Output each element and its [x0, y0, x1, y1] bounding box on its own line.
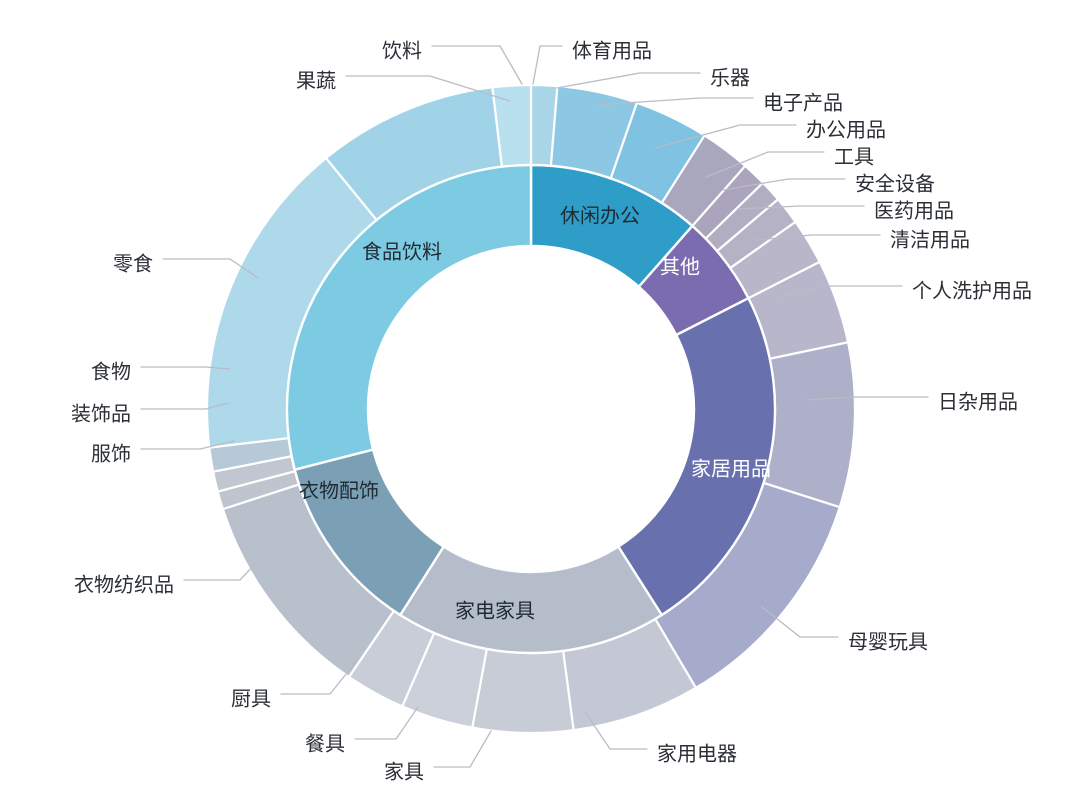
segment-label: 装饰品	[71, 402, 131, 425]
leader-line	[162, 258, 259, 279]
segment-label: 家用电器	[657, 742, 737, 765]
leader-line	[584, 711, 648, 750]
sunburst-segment[interactable]	[471, 647, 575, 735]
leader-line	[140, 440, 235, 450]
segment-label: 医药用品	[874, 199, 954, 222]
leader-line	[595, 97, 754, 106]
segment-label: 家具	[384, 760, 424, 783]
leader-line	[805, 396, 929, 401]
leader-line	[140, 402, 229, 410]
leader-line	[532, 45, 563, 85]
segment-label: 厨具	[231, 688, 271, 710]
leader-line	[654, 124, 797, 149]
segment-label: 工具	[834, 146, 874, 168]
leader-line	[705, 151, 825, 178]
segment-label: 个人洗护用品	[912, 279, 1032, 302]
leader-line	[778, 285, 903, 298]
segment-label: 衣物纺织品	[74, 573, 174, 596]
leader-line	[354, 706, 419, 740]
inner-segment-label: 家居用品	[691, 457, 771, 480]
segment-label: 办公用品	[806, 118, 886, 141]
sunburst-segment[interactable]	[285, 163, 533, 472]
segment-label: 电子产品	[763, 91, 843, 114]
inner-segment-label: 其他	[660, 255, 700, 278]
sunburst-segment[interactable]	[762, 340, 857, 509]
segment-label: 乐器	[710, 66, 750, 89]
segment-label: 母婴玩具	[848, 631, 928, 653]
segment-label: 清洁用品	[890, 228, 970, 251]
leader-line	[431, 45, 523, 85]
inner-segment-label: 衣物配饰	[299, 479, 379, 502]
segment-label: 日杂用品	[938, 390, 1018, 413]
leader-line	[722, 178, 846, 191]
leader-line	[280, 662, 356, 695]
segment-label: 服饰	[91, 442, 131, 465]
leader-line	[183, 562, 257, 581]
segment-label: 餐具	[305, 732, 345, 755]
inner-segment-label: 食品饮料	[362, 240, 442, 263]
sunburst-segment[interactable]	[616, 296, 777, 617]
leader-line	[761, 606, 839, 638]
inner-segment-label: 家电家具	[455, 599, 535, 622]
leader-line	[345, 75, 511, 102]
leader-line	[556, 72, 701, 89]
segment-label: 安全设备	[855, 172, 935, 195]
leader-lines	[140, 45, 929, 768]
inner-ring	[285, 163, 777, 655]
leader-line	[755, 234, 881, 241]
segment-label: 体育用品	[572, 39, 652, 62]
segment-label: 果蔬	[296, 69, 336, 92]
segment-label: 饮料	[382, 39, 422, 62]
leader-line	[140, 366, 231, 370]
leader-line	[737, 205, 865, 210]
leader-line	[433, 730, 492, 768]
segment-label: 零食	[113, 252, 153, 275]
segment-label: 食物	[91, 360, 131, 383]
inner-segment-label: 休闲办公	[560, 204, 640, 227]
